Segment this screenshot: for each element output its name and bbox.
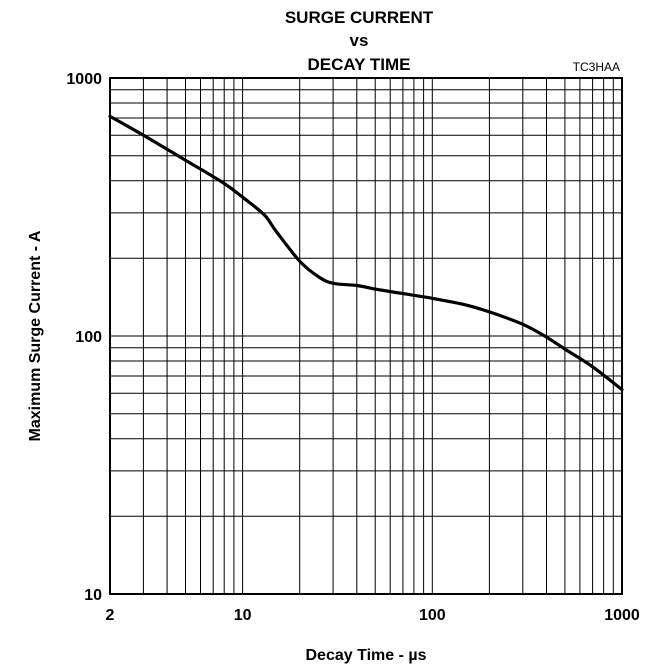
chart-code-label: TC3HAA [573,60,620,74]
y-axis-label: Maximum Surge Current - A [27,230,44,441]
x-axis-label: Decay Time - µs [306,647,427,664]
y-tick-label: 10 [84,587,102,604]
chart-title-line-1: SURGE CURRENT [285,8,434,27]
y-tick-label: 1000 [66,71,102,88]
grid-lines [109,77,623,595]
series-line [108,114,624,392]
x-tick-label: 1000 [604,607,640,624]
x-tick-label: 100 [419,607,446,624]
x-tick-label: 2 [106,607,115,624]
y-tick-label: 100 [75,329,102,346]
chart-title-line-2: vs [350,31,369,50]
chart-title-line-3: DECAY TIME [308,55,411,74]
x-tick-label: 10 [234,607,252,624]
plot-frame [109,77,623,595]
